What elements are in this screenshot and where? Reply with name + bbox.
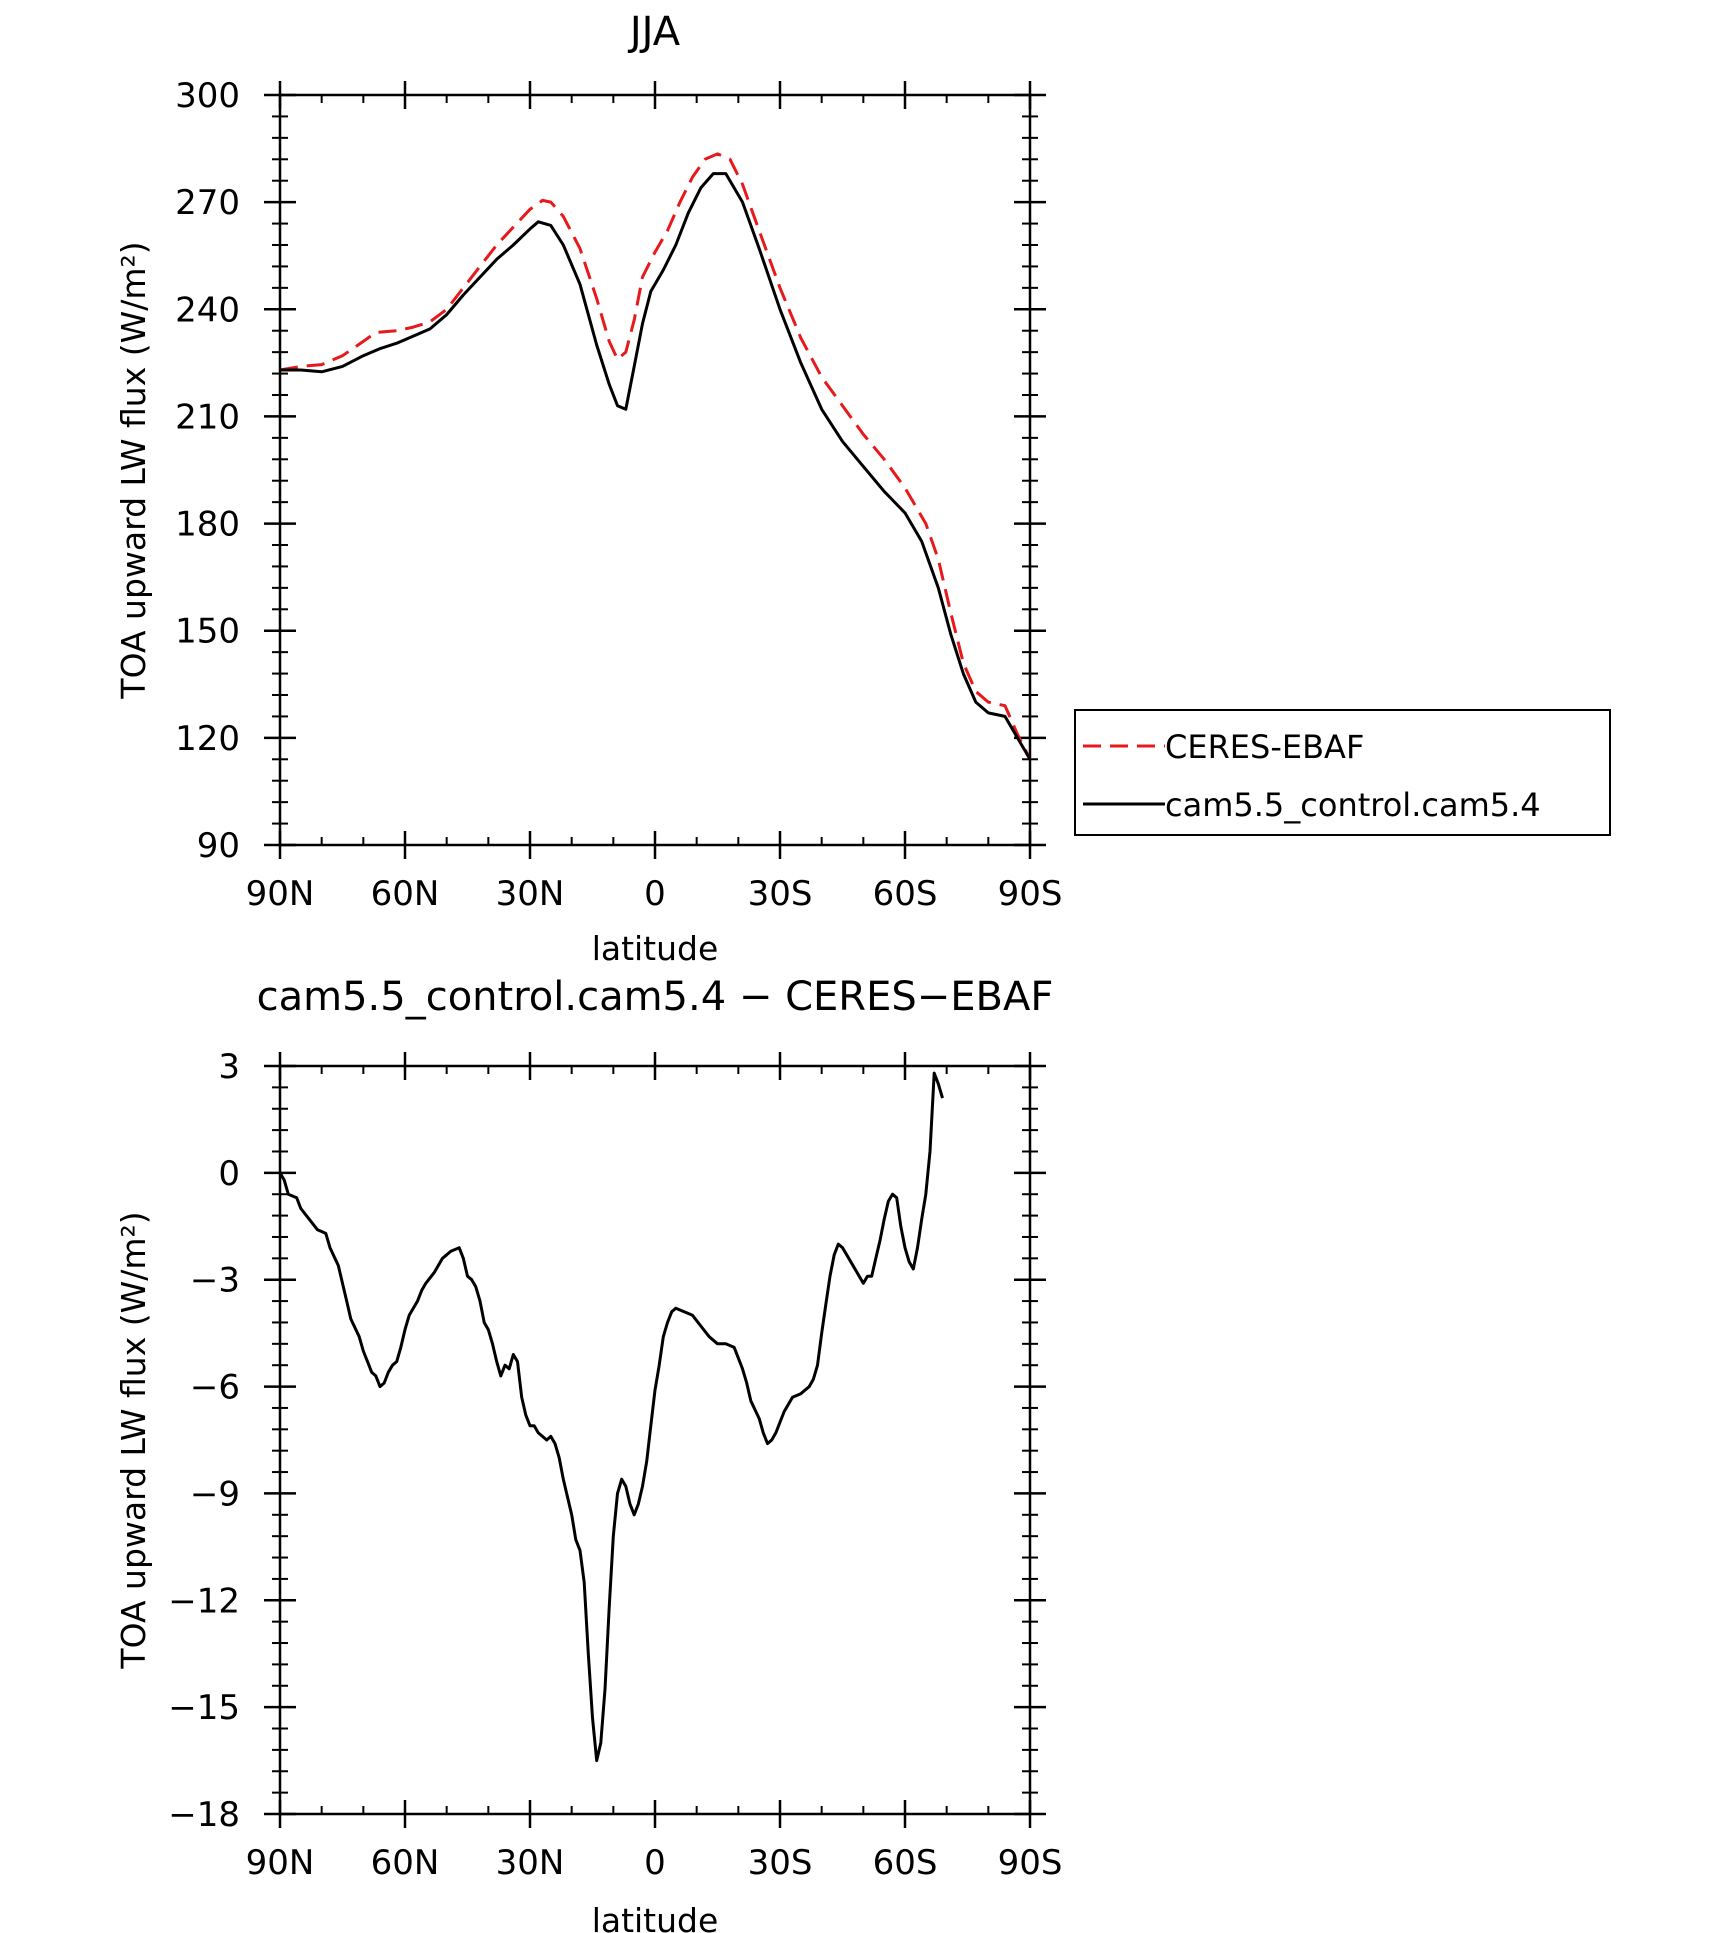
x-axis-label: latitude bbox=[592, 929, 719, 968]
y-tick-label: −15 bbox=[168, 1688, 240, 1728]
x-axis-label: latitude bbox=[592, 1901, 719, 1933]
y-tick-label: 240 bbox=[175, 290, 240, 330]
x-tick-label: 60S bbox=[873, 874, 938, 914]
y-tick-label: −3 bbox=[190, 1261, 240, 1301]
y-tick-label: −6 bbox=[190, 1368, 240, 1408]
y-axis-label: TOA upward LW flux (W/m²) bbox=[114, 1211, 153, 1669]
y-tick-label: −18 bbox=[168, 1795, 240, 1835]
x-tick-label: 0 bbox=[644, 1843, 666, 1883]
legend-box bbox=[1074, 709, 1611, 836]
x-tick-label: 90S bbox=[998, 874, 1063, 914]
x-tick-label: 0 bbox=[644, 874, 666, 914]
chart-2: cam5.5_control.cam5.4 − CERES−EBAF 90N 60N… bbox=[114, 974, 1062, 1933]
plot-frame bbox=[278, 93, 1032, 847]
y-axis-label: TOA upward LW flux (W/m²) bbox=[114, 241, 153, 699]
legend-label-1: CERES-EBAF bbox=[1165, 728, 1364, 766]
x-tick-label: 30N bbox=[496, 874, 565, 914]
y-tick-label: −9 bbox=[190, 1474, 240, 1514]
x-tick-label: 90N bbox=[246, 874, 315, 914]
chart-1: JJA 90N 60N 30N 0 30S 60S 90S 90 120 150 180 210 240 2… bbox=[114, 9, 1611, 968]
y-tick-label: 270 bbox=[175, 183, 240, 223]
y-tick-label: 150 bbox=[175, 612, 240, 652]
series-line-1 bbox=[278, 1071, 944, 1763]
x-tick-label: 60S bbox=[873, 1843, 938, 1883]
x-tick-label: 90S bbox=[998, 1843, 1063, 1883]
legend: CERES-EBAF cam5.5_control.cam5.4 bbox=[1074, 709, 1611, 836]
y-tick-label: 3 bbox=[218, 1047, 240, 1087]
plot-frame bbox=[278, 1064, 1032, 1816]
x-tick-label: 60N bbox=[371, 874, 440, 914]
y-tick-label: 210 bbox=[175, 397, 240, 437]
y-tick-label: 120 bbox=[175, 719, 240, 759]
chart-title: JJA bbox=[627, 9, 681, 55]
y-tick-label: 0 bbox=[218, 1154, 240, 1194]
y-tick-label: 90 bbox=[197, 826, 240, 866]
y-tick-label: 300 bbox=[175, 76, 240, 116]
y-tick-label: −12 bbox=[168, 1581, 240, 1621]
y-tick-label: 180 bbox=[175, 505, 240, 545]
x-tick-label: 30S bbox=[748, 874, 813, 914]
x-tick-label: 30N bbox=[496, 1843, 565, 1883]
chart-title: cam5.5_control.cam5.4 − CERES−EBAF bbox=[257, 974, 1054, 1020]
x-tick-label: 90N bbox=[246, 1843, 315, 1883]
series-line-1 bbox=[279, 152, 1032, 760]
x-tick-label: 30S bbox=[748, 1843, 813, 1883]
series-line-2 bbox=[280, 172, 1032, 761]
x-tick-label: 60N bbox=[371, 1843, 440, 1883]
legend-label-2: cam5.5_control.cam5.4 bbox=[1165, 786, 1541, 824]
